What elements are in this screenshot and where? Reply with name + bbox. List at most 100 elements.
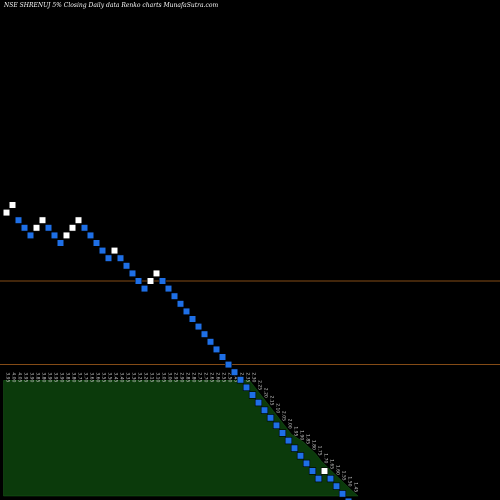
volume-area (3, 380, 359, 497)
renko-brick (260, 406, 269, 414)
tick-label: 2.35 (245, 372, 251, 382)
tick-label: 3.60 (95, 372, 101, 382)
renko-brick (242, 383, 251, 392)
tick-label: 3.95 (5, 372, 11, 382)
tick-label: 1.55 (341, 471, 347, 481)
renko-brick (32, 224, 41, 232)
renko-brick (98, 247, 107, 255)
renko-brick (284, 436, 293, 445)
renko-brick (236, 376, 245, 384)
renko-brick (20, 224, 29, 232)
renko-brick (152, 269, 161, 278)
renko-brick (164, 284, 173, 293)
tick-label: 1.85 (305, 434, 311, 444)
tick-label: 1.75 (317, 446, 323, 456)
tick-label: 3.75 (77, 372, 83, 382)
tick-label: 3.25 (137, 372, 143, 382)
renko-brick (176, 300, 185, 308)
tick-label: 1.80 (311, 440, 317, 450)
renko-brick (128, 269, 137, 278)
tick-label: 1.65 (329, 459, 335, 469)
tick-label: 1.70 (323, 453, 329, 463)
renko-brick (62, 231, 71, 240)
renko-brick (80, 224, 89, 232)
tick-label: 1.45 (353, 482, 359, 492)
tick-label: 2.20 (263, 388, 269, 398)
renko-brick (224, 360, 233, 369)
tick-label: 2.65 (209, 372, 215, 382)
tick-label: 2.25 (257, 380, 263, 390)
tick-label: 2.10 (275, 403, 281, 413)
tick-label: 3.95 (53, 372, 59, 382)
renko-brick (212, 345, 221, 354)
tick-label: 2.90 (179, 372, 185, 382)
tick-label: 3.55 (101, 372, 107, 382)
tick-label: 3.30 (131, 372, 137, 382)
tick-label: 3.65 (89, 372, 95, 382)
renko-brick (206, 338, 215, 346)
renko-brick (254, 398, 263, 407)
renko-brick (92, 239, 101, 247)
tick-label: 2.85 (185, 372, 191, 382)
renko-brick (320, 467, 329, 475)
tick-label: 2.80 (191, 372, 197, 382)
tick-label: 3.85 (65, 372, 71, 382)
renko-brick (266, 414, 275, 422)
tick-label: 3.80 (71, 372, 77, 382)
tick-label: 3.50 (107, 372, 113, 382)
tick-label: 1.95 (293, 426, 299, 436)
renko-brick (188, 315, 197, 323)
tick-label: 3.00 (167, 372, 173, 382)
renko-brick (200, 330, 209, 338)
renko-brick (8, 201, 17, 209)
renko-brick (308, 467, 317, 475)
renko-brick (74, 216, 83, 224)
renko-brick (218, 353, 227, 361)
tick-label: 1.50 (347, 476, 353, 486)
renko-brick (272, 421, 281, 430)
renko-brick (68, 224, 77, 232)
renko-brick (50, 231, 59, 240)
tick-label: 2.70 (203, 372, 209, 382)
tick-label: 3.85 (35, 372, 41, 382)
volume-area-group (3, 380, 359, 497)
renko-brick (158, 277, 167, 285)
renko-brick (326, 474, 335, 483)
tick-label: 2.50 (227, 372, 233, 382)
tick-label: 2.60 (215, 372, 221, 382)
tick-label: 2.05 (281, 411, 287, 421)
renko-brick (44, 224, 53, 232)
renko-brick (104, 254, 113, 262)
renko-brick (290, 444, 299, 452)
renko-brick (338, 490, 347, 498)
tick-label: 2.75 (197, 372, 203, 382)
tick-label: 2.45 (233, 372, 239, 382)
renko-brick (140, 284, 149, 293)
renko-brick (278, 429, 287, 437)
renko-brick (134, 277, 143, 285)
renko-brick (182, 307, 191, 316)
renko-brick (56, 239, 65, 247)
tick-label: 4.00 (11, 372, 17, 382)
renko-brick (248, 391, 257, 399)
tick-label: 2.30 (251, 372, 257, 382)
renko-brick (110, 247, 119, 255)
tick-label: 2.00 (287, 419, 293, 429)
renko-brick (332, 482, 341, 490)
renko-brick (2, 209, 11, 217)
renko-brick (296, 452, 305, 460)
renko-brick (38, 216, 47, 224)
tick-label: 2.95 (173, 372, 179, 382)
tick-labels-group: 3.95 4.00 4.05 3.95 3.90 3.85 3.80 3.90 3.95 3.90… (5, 372, 359, 492)
tick-label: 3.20 (143, 372, 149, 382)
renko-brick (14, 216, 23, 224)
reference-lines-group (0, 280, 500, 366)
renko-brick (194, 322, 203, 331)
renko-brick (170, 292, 179, 300)
tick-label: 1.60 (335, 465, 341, 475)
renko-brick (344, 497, 353, 500)
tick-label: 3.15 (149, 372, 155, 382)
chart-title: NSE SHRENUJ 5% Closing Daily data Renko … (4, 2, 219, 9)
